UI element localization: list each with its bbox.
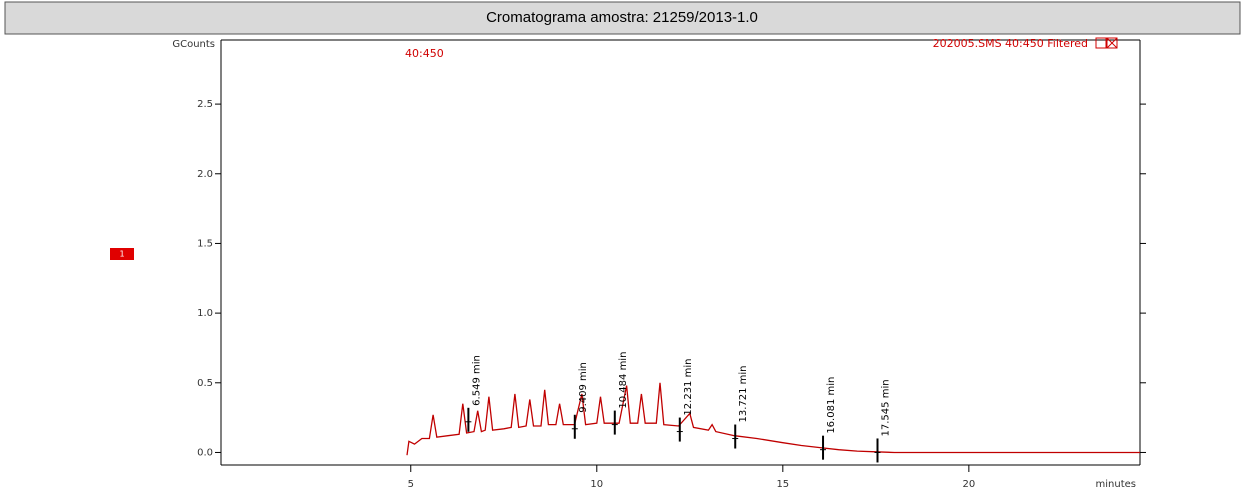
- peak-label: 10.484 min: [618, 352, 629, 409]
- trace-badge: [110, 248, 134, 260]
- chart-title: Cromatograma amostra: 21259/2013-1.0: [486, 9, 758, 26]
- peak-label: 12.231 min: [683, 359, 694, 416]
- x-tick-label: 20: [962, 479, 975, 490]
- title-bar: [4, 1, 1241, 35]
- x-tick-label: 15: [776, 479, 789, 490]
- peak-label: 13.721 min: [738, 365, 749, 422]
- y-tick-label: 2.0: [197, 169, 213, 180]
- y-axis-label: GCounts: [172, 39, 215, 50]
- annotation-left: 40:450: [405, 47, 444, 60]
- y-tick-label: 0.5: [197, 378, 213, 389]
- peak-label: 9.409 min: [578, 362, 589, 413]
- annotation-right: 202005.SMS 40:450 Filtered: [933, 37, 1088, 50]
- x-tick-label: 5: [408, 479, 414, 490]
- x-axis-label: minutes: [1096, 479, 1136, 490]
- y-tick-label: 2.5: [197, 99, 213, 110]
- window-icon: [1106, 37, 1118, 49]
- trace-line: [406, 382, 1140, 456]
- y-tick-label: 1.0: [197, 308, 213, 319]
- y-tick-label: 0.0: [197, 447, 213, 458]
- window-icon[interactable]: [1106, 37, 1118, 49]
- peak-label: 16.081 min: [826, 377, 837, 434]
- peak-label: 6.549 min: [471, 355, 482, 406]
- trace-label: 1: [119, 250, 124, 259]
- window-icon[interactable]: [1095, 37, 1107, 49]
- y-tick-label: 1.5: [197, 238, 213, 249]
- peak-label: 17.545 min: [881, 379, 892, 436]
- x-tick-label: 10: [590, 479, 603, 490]
